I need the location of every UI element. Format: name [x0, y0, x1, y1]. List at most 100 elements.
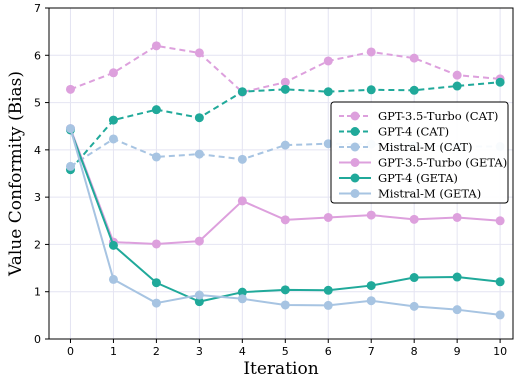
data-point	[280, 77, 290, 87]
x-tick-label: 7	[368, 345, 375, 358]
data-point	[366, 281, 376, 291]
data-point	[151, 239, 161, 249]
legend-marker	[350, 111, 360, 121]
data-point	[280, 300, 290, 310]
series-3	[65, 124, 505, 249]
data-point	[323, 300, 333, 310]
data-point	[323, 56, 333, 66]
data-point	[194, 297, 204, 307]
legend-box	[330, 101, 509, 204]
data-point	[495, 216, 505, 226]
legend-label: GPT-4 (CAT)	[378, 125, 449, 139]
x-axis-label: Iteration	[243, 359, 318, 379]
series-1	[65, 77, 505, 175]
data-point	[237, 154, 247, 164]
legend: GPT-3.5-Turbo (CAT)GPT-4 (CAT)Mistral-M …	[330, 101, 509, 204]
x-tick-label: 3	[196, 345, 203, 358]
y-tick-label: 4	[34, 144, 41, 157]
data-point	[237, 196, 247, 206]
data-point	[452, 212, 462, 222]
data-point	[151, 105, 161, 115]
series-0	[65, 41, 505, 97]
y-axis-label: Value Conformity (Bias)	[6, 71, 26, 277]
data-point	[495, 77, 505, 87]
data-point	[280, 140, 290, 150]
data-point	[323, 87, 333, 97]
legend-marker	[350, 127, 360, 136]
data-point	[452, 81, 462, 91]
legend-item: GPT-3.5-Turbo (GETA)	[339, 156, 507, 170]
data-point	[151, 41, 161, 51]
legend-item: GPT-4 (CAT)	[339, 125, 449, 139]
data-point	[108, 274, 118, 284]
legend-item: Mistral-M (GETA)	[339, 187, 481, 201]
legend-marker	[350, 189, 360, 198]
data-point	[366, 210, 376, 220]
x-tick-label: 0	[67, 345, 74, 358]
x-tick-label: 8	[411, 345, 418, 358]
legend-item: Mistral-M (CAT)	[339, 140, 472, 154]
data-point	[409, 301, 419, 311]
data-point	[237, 287, 247, 297]
legend-marker	[350, 142, 360, 152]
y-tick-label: 0	[34, 333, 41, 346]
data-point	[194, 290, 204, 300]
data-point	[452, 70, 462, 80]
legend-label: Mistral-M (GETA)	[378, 187, 481, 201]
data-point	[452, 305, 462, 315]
data-point	[194, 113, 204, 123]
y-tick-label: 3	[34, 191, 41, 204]
data-point	[366, 85, 376, 95]
legend-marker	[350, 173, 360, 183]
y-tick-label: 5	[34, 97, 41, 110]
data-point	[323, 212, 333, 222]
x-tick-label: 6	[325, 345, 332, 358]
data-point	[194, 236, 204, 246]
data-point	[237, 87, 247, 97]
data-point	[151, 152, 161, 162]
data-point	[495, 310, 505, 320]
series-4	[65, 125, 505, 307]
data-point	[65, 124, 75, 134]
data-point	[237, 294, 247, 304]
data-point	[108, 115, 118, 125]
legend-label: GPT-3.5-Turbo (GETA)	[378, 156, 507, 170]
axis-ticks: 0 1 2 3 4 5 6 7 8 9 10 0 1 2 3 4 5 6 7	[34, 2, 507, 358]
y-tick-label: 6	[34, 49, 41, 62]
x-tick-label: 5	[282, 345, 289, 358]
data-point	[409, 273, 419, 283]
data-point	[366, 47, 376, 57]
y-tick-label: 2	[34, 238, 41, 251]
data-point	[409, 53, 419, 63]
legend-label: Mistral-M (CAT)	[378, 140, 472, 154]
data-point	[409, 214, 419, 224]
data-point	[280, 84, 290, 94]
data-point	[65, 84, 75, 94]
x-tick-label: 4	[239, 345, 246, 358]
x-tick-label: 2	[153, 345, 160, 358]
data-point	[151, 298, 161, 308]
series-group	[65, 41, 505, 320]
legend-item: GPT-4 (GETA)	[339, 171, 458, 185]
data-point	[280, 285, 290, 295]
data-point	[194, 48, 204, 58]
data-point	[151, 278, 161, 288]
data-point	[323, 285, 333, 295]
y-tick-label: 7	[34, 2, 41, 15]
x-tick-label: 9	[454, 345, 461, 358]
legend-marker	[350, 158, 360, 167]
plot-frame	[48, 7, 514, 340]
series-line	[69, 81, 501, 171]
data-point	[194, 149, 204, 159]
data-point	[108, 68, 118, 78]
legend-label: GPT-4 (GETA)	[378, 171, 458, 185]
data-point	[108, 240, 118, 250]
data-point	[108, 134, 118, 144]
data-point	[452, 272, 462, 282]
data-point	[366, 296, 376, 306]
y-tick-label: 1	[34, 286, 41, 299]
data-point	[409, 85, 419, 95]
x-tick-label: 10	[493, 345, 507, 358]
series-5	[65, 124, 505, 320]
